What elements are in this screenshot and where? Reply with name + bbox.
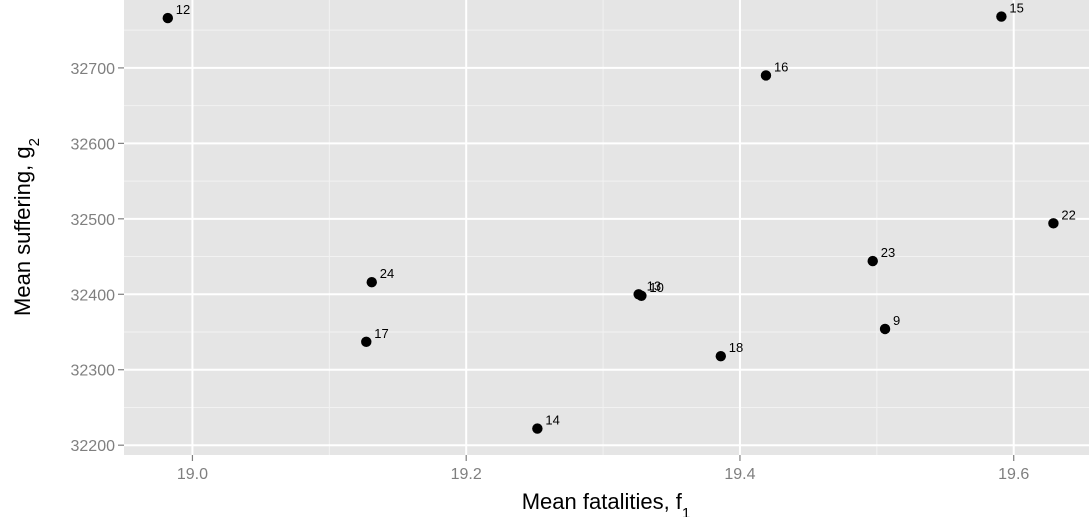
- x-axis-title: Mean fatalities, f1: [522, 489, 691, 517]
- data-point-label: 12: [176, 2, 190, 17]
- data-point: [1048, 218, 1059, 229]
- y-tick-label: 32400: [71, 287, 116, 304]
- x-axis-title-subscript: 1: [682, 505, 690, 517]
- x-tick-label: 19.4: [724, 466, 755, 483]
- data-point: [879, 323, 891, 335]
- panel-background: [124, 0, 1089, 455]
- data-point-label: 15: [1009, 1, 1023, 16]
- data-point-label: 9: [893, 313, 900, 328]
- data-point: [636, 290, 647, 301]
- minor-gridlines: [124, 0, 1089, 455]
- y-axis-title: Mean suffering, g2: [10, 138, 43, 316]
- data-point-label: 14: [545, 413, 559, 428]
- data-point: [361, 336, 372, 348]
- x-tick-label: 19.2: [451, 466, 482, 483]
- y-tick-label: 32500: [71, 212, 116, 229]
- major-gridlines: [124, 0, 1089, 455]
- data-point-label: 18: [729, 340, 743, 355]
- data-point-label: 13: [647, 278, 661, 293]
- data-point: [366, 277, 377, 288]
- x-tick-label: 19.0: [177, 466, 208, 483]
- y-axis-title-main: Mean suffering, g: [10, 146, 35, 316]
- data-point: [996, 11, 1007, 22]
- data-point: [532, 423, 543, 434]
- data-point-label: 24: [380, 266, 394, 281]
- data-point: [867, 255, 878, 267]
- y-axis: 32200 32300 32400 32500 32600 32700: [71, 61, 124, 455]
- x-axis-title-main: Mean fatalities, f: [522, 489, 683, 514]
- y-tick-label: 32700: [71, 61, 116, 78]
- data-point-label: 22: [1061, 207, 1075, 222]
- data-point-label: 16: [774, 59, 788, 74]
- data-point-label: 10: [649, 280, 663, 295]
- y-tick-label: 32300: [71, 363, 116, 380]
- data-point: [715, 350, 726, 362]
- y-tick-label: 32200: [71, 438, 116, 455]
- data-point: [760, 70, 772, 81]
- data-point: [162, 12, 174, 24]
- y-tick-label: 32600: [71, 136, 116, 153]
- data-point-label: 17: [374, 326, 388, 341]
- x-axis: 19.0 19.2 19.4 19.6: [177, 455, 1029, 483]
- data-point-label: 23: [881, 245, 895, 260]
- x-tick-label: 19.6: [998, 466, 1029, 483]
- y-axis-title-subscript: 2: [26, 138, 43, 146]
